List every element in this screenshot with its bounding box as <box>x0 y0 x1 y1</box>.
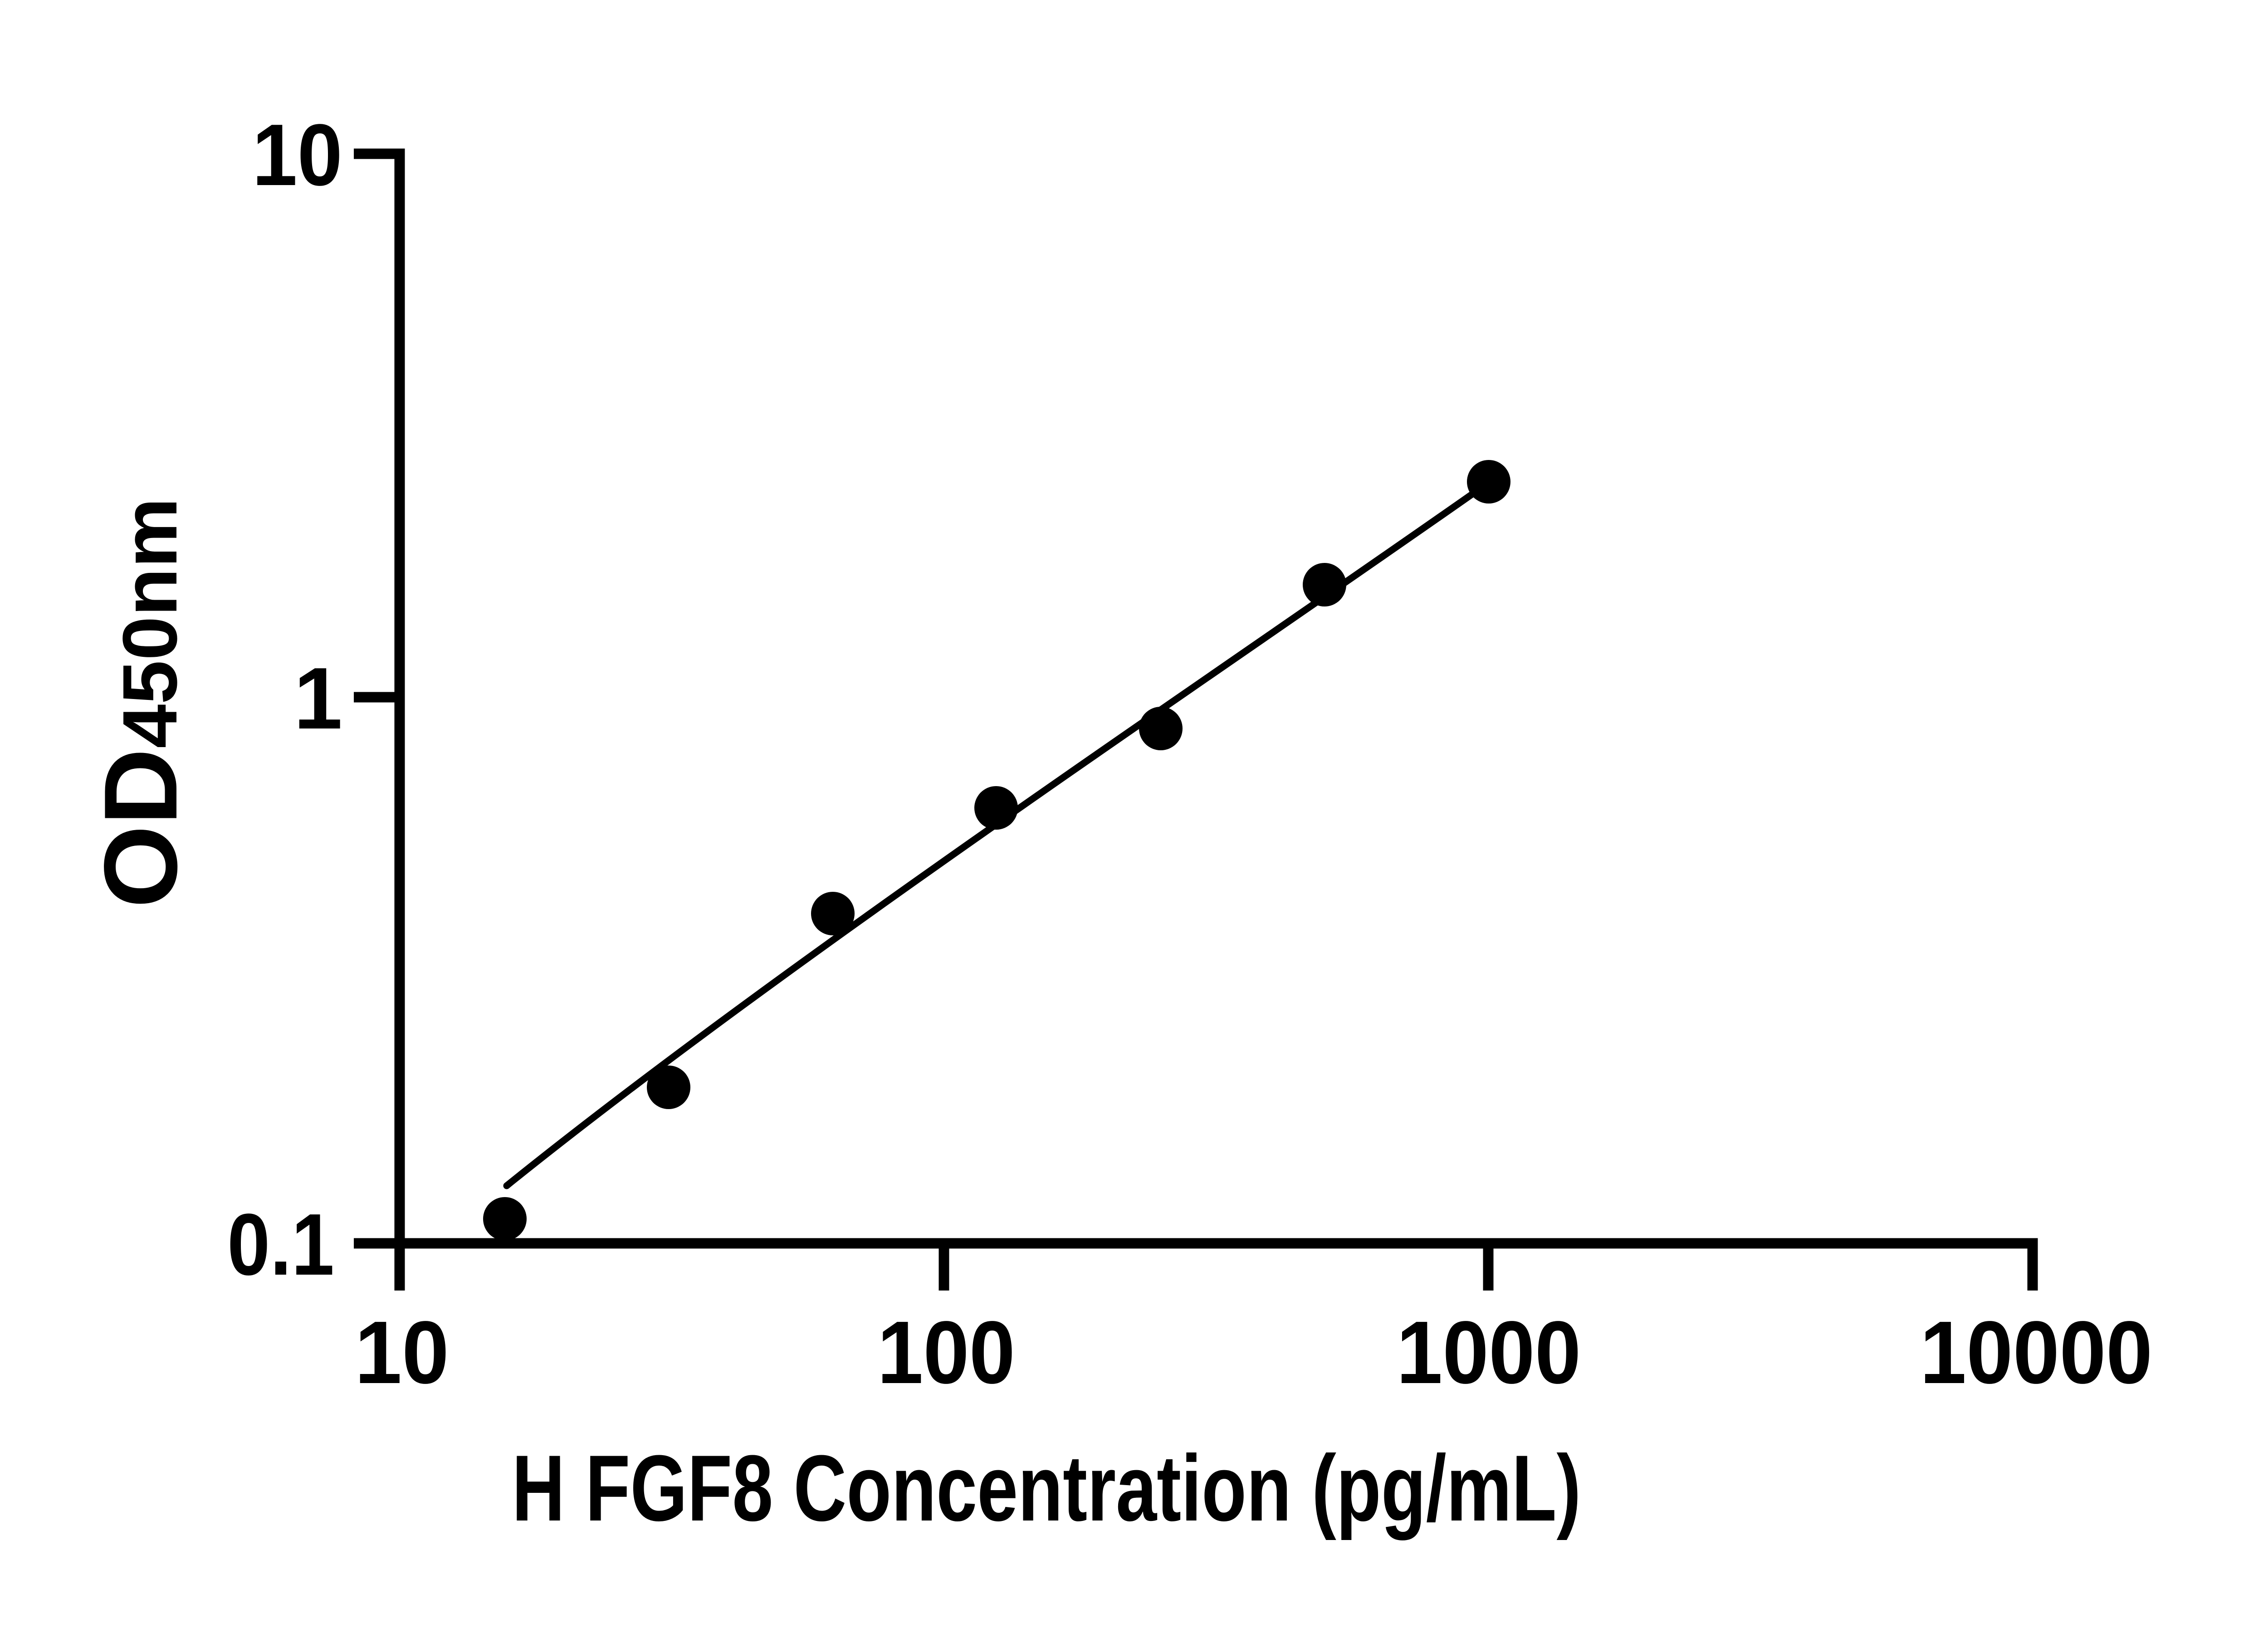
svg-text:1000: 1000 <box>1397 1303 1581 1402</box>
svg-text:1: 1 <box>294 649 342 747</box>
svg-text:H FGF8 Concentration (pg/mL): H FGF8 Concentration (pg/mL) <box>512 1436 1581 1540</box>
svg-text:0.1: 0.1 <box>227 1195 334 1293</box>
svg-text:100: 100 <box>877 1303 1015 1402</box>
svg-text:10000: 10000 <box>1920 1303 2153 1402</box>
svg-text:10: 10 <box>355 1303 449 1402</box>
svg-text:10: 10 <box>252 106 342 204</box>
